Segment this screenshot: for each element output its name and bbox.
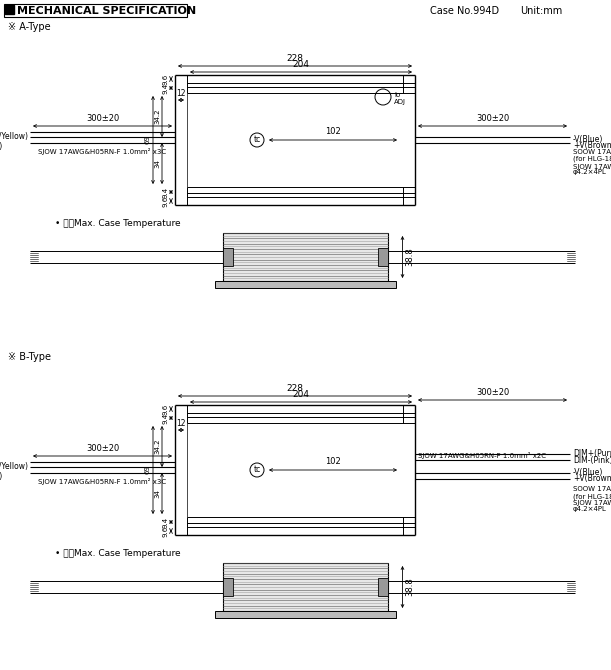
Text: 300±20: 300±20 — [86, 114, 119, 123]
Text: SOOW 17AWG&H07RN-F 1.0mm² x2C: SOOW 17AWG&H07RN-F 1.0mm² x2C — [573, 486, 611, 492]
Bar — [214, 611, 395, 618]
Text: 12: 12 — [176, 89, 186, 98]
Text: 9.4: 9.4 — [163, 82, 169, 94]
Text: SOOW 17AWG&H07RN-F 1.0mm² x2C: SOOW 17AWG&H07RN-F 1.0mm² x2C — [573, 149, 611, 155]
Bar — [222, 563, 387, 611]
Bar — [222, 233, 387, 281]
Text: 204: 204 — [293, 390, 310, 399]
Text: 102: 102 — [325, 127, 341, 136]
Text: MECHANICAL SPECIFICATION: MECHANICAL SPECIFICATION — [17, 6, 196, 16]
Text: +V(Brown): +V(Brown) — [573, 474, 611, 484]
Text: Unit:mm: Unit:mm — [520, 6, 562, 16]
Text: FG⊕(Green/Yellow)
AC/L(Brown)
AC/N(Blue): FG⊕(Green/Yellow) AC/L(Brown) AC/N(Blue) — [0, 132, 28, 161]
Text: 102: 102 — [325, 457, 341, 466]
Bar — [5, 5, 14, 14]
Text: 9.6: 9.6 — [163, 196, 169, 206]
Text: -V(Blue): -V(Blue) — [573, 135, 604, 144]
Text: (for HLG-185H-C500): (for HLG-185H-C500) — [573, 156, 611, 163]
Text: 9.4: 9.4 — [163, 413, 169, 423]
Text: 9.4: 9.4 — [163, 517, 169, 527]
Text: φ4.2×4PL: φ4.2×4PL — [573, 506, 607, 512]
Text: 12: 12 — [176, 419, 186, 428]
Text: 9.6: 9.6 — [163, 403, 169, 415]
Bar — [214, 281, 395, 288]
Text: 38.8: 38.8 — [406, 248, 414, 267]
Text: DIM-(Pink): DIM-(Pink) — [573, 456, 611, 464]
Text: SJOW 17AWG&H05RN-F 1.0mm² x3C: SJOW 17AWG&H05RN-F 1.0mm² x3C — [38, 148, 167, 155]
Text: ※ A-Type: ※ A-Type — [8, 22, 51, 32]
Bar — [4, 4, 187, 17]
Text: 300±20: 300±20 — [86, 444, 119, 453]
Text: φ4.2×4PL: φ4.2×4PL — [573, 169, 607, 175]
Text: (for HLG-185H-C500): (for HLG-185H-C500) — [573, 493, 611, 500]
Text: 300±20: 300±20 — [476, 114, 509, 123]
Text: • Ⓣ：Max. Case Temperature: • Ⓣ：Max. Case Temperature — [55, 549, 181, 558]
Text: Io
ADJ: Io ADJ — [394, 92, 406, 105]
Bar — [222, 248, 233, 266]
Bar — [378, 248, 387, 266]
Text: tc: tc — [254, 135, 261, 145]
Bar — [222, 578, 233, 596]
Text: 9.4: 9.4 — [163, 186, 169, 198]
Text: • Ⓣ：Max. Case Temperature: • Ⓣ：Max. Case Temperature — [55, 219, 181, 228]
Text: +V(Brown): +V(Brown) — [573, 141, 611, 150]
Bar — [378, 578, 387, 596]
Text: tc: tc — [254, 466, 261, 474]
Text: ※ B-Type: ※ B-Type — [8, 352, 51, 362]
Text: 34.2: 34.2 — [154, 109, 160, 124]
Text: SJOW 17AWG&H05RN-F 1.0mm² x3C: SJOW 17AWG&H05RN-F 1.0mm² x3C — [38, 478, 167, 485]
Text: SJOW 17AWG&H05RN-F 1.0mm² x2C(for others): SJOW 17AWG&H05RN-F 1.0mm² x2C(for others… — [573, 499, 611, 507]
Text: 69: 69 — [145, 135, 151, 145]
Text: 9.6: 9.6 — [163, 74, 169, 84]
Text: FG⊕(Green/Yellow)
AC/L(Brown)
AC/N(Blue): FG⊕(Green/Yellow) AC/L(Brown) AC/N(Blue) — [0, 462, 28, 492]
Text: 38.8: 38.8 — [406, 578, 414, 596]
Text: DIM+(Purple): DIM+(Purple) — [573, 450, 611, 458]
Text: SJOW 17AWG&H05RN-F 1.0mm² x2C: SJOW 17AWG&H05RN-F 1.0mm² x2C — [418, 452, 546, 459]
Text: 34: 34 — [154, 489, 160, 498]
Text: 300±20: 300±20 — [476, 388, 509, 397]
Text: -V(Blue): -V(Blue) — [573, 468, 604, 478]
Text: 34: 34 — [154, 159, 160, 168]
Text: 34.2: 34.2 — [154, 439, 160, 454]
Text: 204: 204 — [293, 60, 310, 69]
Text: Case No.994D: Case No.994D — [430, 6, 499, 16]
Text: 69: 69 — [145, 466, 151, 474]
Text: 228: 228 — [287, 54, 304, 63]
Text: 9.6: 9.6 — [163, 525, 169, 537]
Text: SJOW 17AWG&H05RN-F 1.0mm² x2C(for others): SJOW 17AWG&H05RN-F 1.0mm² x2C(for others… — [573, 162, 611, 170]
Text: 228: 228 — [287, 384, 304, 393]
